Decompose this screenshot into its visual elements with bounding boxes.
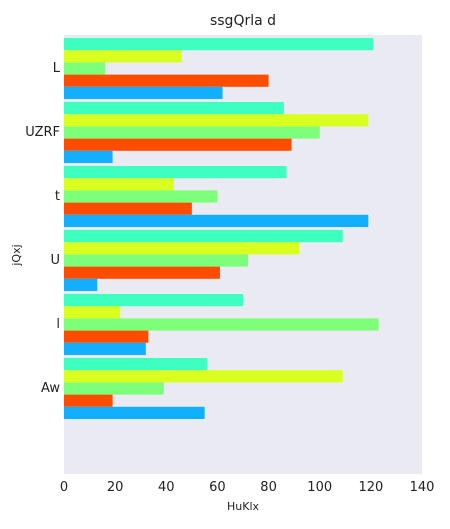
bar [64,358,208,371]
bar [64,214,369,227]
bar [64,114,369,127]
x-tick-label: 40 [158,480,175,495]
x-tick-label: 0 [60,480,68,495]
y-tick-labels: L UZRF t Ul Aw [25,61,60,396]
y-tick-label: L [53,61,61,76]
bar [64,202,192,215]
bar [64,318,379,331]
bar [64,166,287,179]
bar [64,242,300,255]
x-tick-labels: 0 20 40 60 80 100 120 140 [60,480,435,495]
y-tick-label: UZRF [25,125,60,140]
bar [64,278,98,291]
y-tick-label: Aw [41,381,60,396]
bar [64,138,292,151]
x-tick-label: 20 [107,480,124,495]
bar [64,126,320,139]
bar [64,254,249,267]
bar [64,190,218,203]
bar [64,266,220,279]
x-tick-label: 100 [307,480,332,495]
bar [64,178,174,191]
bar [64,38,374,51]
y-tick-label: U [50,253,60,268]
bar [64,370,343,383]
x-tick-label: 80 [260,480,277,495]
y-axis-label: jQxj [10,244,23,266]
x-axis-label: HuKlx [227,500,260,513]
chart-title: ssgQrla d [210,13,276,29]
bar [64,330,149,343]
bars-group [64,38,379,419]
bar [64,306,121,319]
bar [64,382,164,395]
bar [64,74,269,87]
bar [64,294,243,307]
x-tick-label: 120 [358,480,383,495]
y-tick-label: t [55,189,60,204]
bar [64,342,146,355]
bar [64,230,343,243]
bar [64,150,113,163]
x-tick-label: 140 [410,480,435,495]
y-tick-label: l [56,317,60,332]
bar [64,62,105,75]
bar [64,50,182,63]
x-tick-label: 60 [209,480,226,495]
bar [64,86,223,99]
bar [64,102,284,115]
bar [64,406,205,419]
bar [64,394,113,407]
